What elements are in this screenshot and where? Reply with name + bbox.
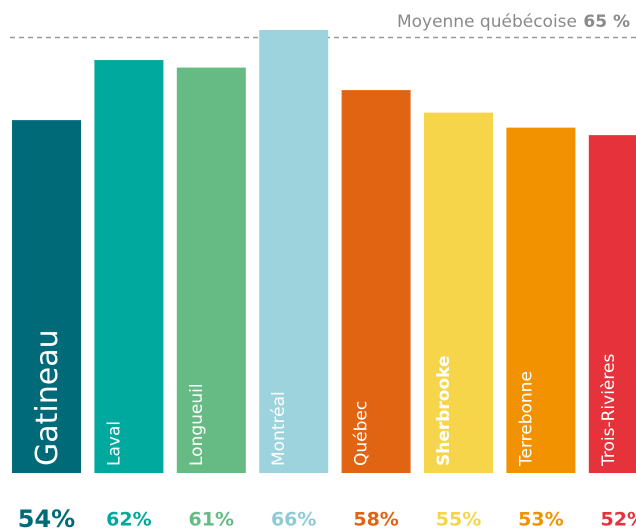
value-label: 66%	[271, 509, 316, 531]
category-label: Longueuil	[187, 383, 207, 466]
category-label: Gatineau	[30, 329, 65, 466]
average-label: Moyenne québécoise	[397, 12, 577, 32]
bar	[94, 60, 164, 474]
value-label: 53%	[518, 509, 563, 531]
value-label: 58%	[353, 509, 398, 531]
bar	[259, 30, 329, 474]
category-label: Terrebonne	[516, 371, 536, 467]
category-label: Sherbrooke	[434, 355, 454, 466]
bar	[588, 135, 636, 473]
value-label: 52%	[601, 509, 636, 531]
value-label: 54%	[18, 505, 75, 531]
bar	[506, 127, 576, 473]
bar	[176, 67, 246, 474]
bar	[424, 112, 493, 473]
bar	[341, 90, 411, 473]
category-label: Montréal	[269, 391, 289, 466]
value-label: 62%	[106, 509, 151, 531]
value-label: 55%	[436, 509, 481, 531]
category-label: Trois-Rivières	[599, 354, 619, 467]
category-label: Québec	[352, 401, 372, 466]
bar	[12, 120, 81, 473]
average-value-label: 65 %	[583, 12, 630, 32]
value-label: 61%	[189, 509, 234, 531]
category-label: Laval	[104, 421, 124, 466]
